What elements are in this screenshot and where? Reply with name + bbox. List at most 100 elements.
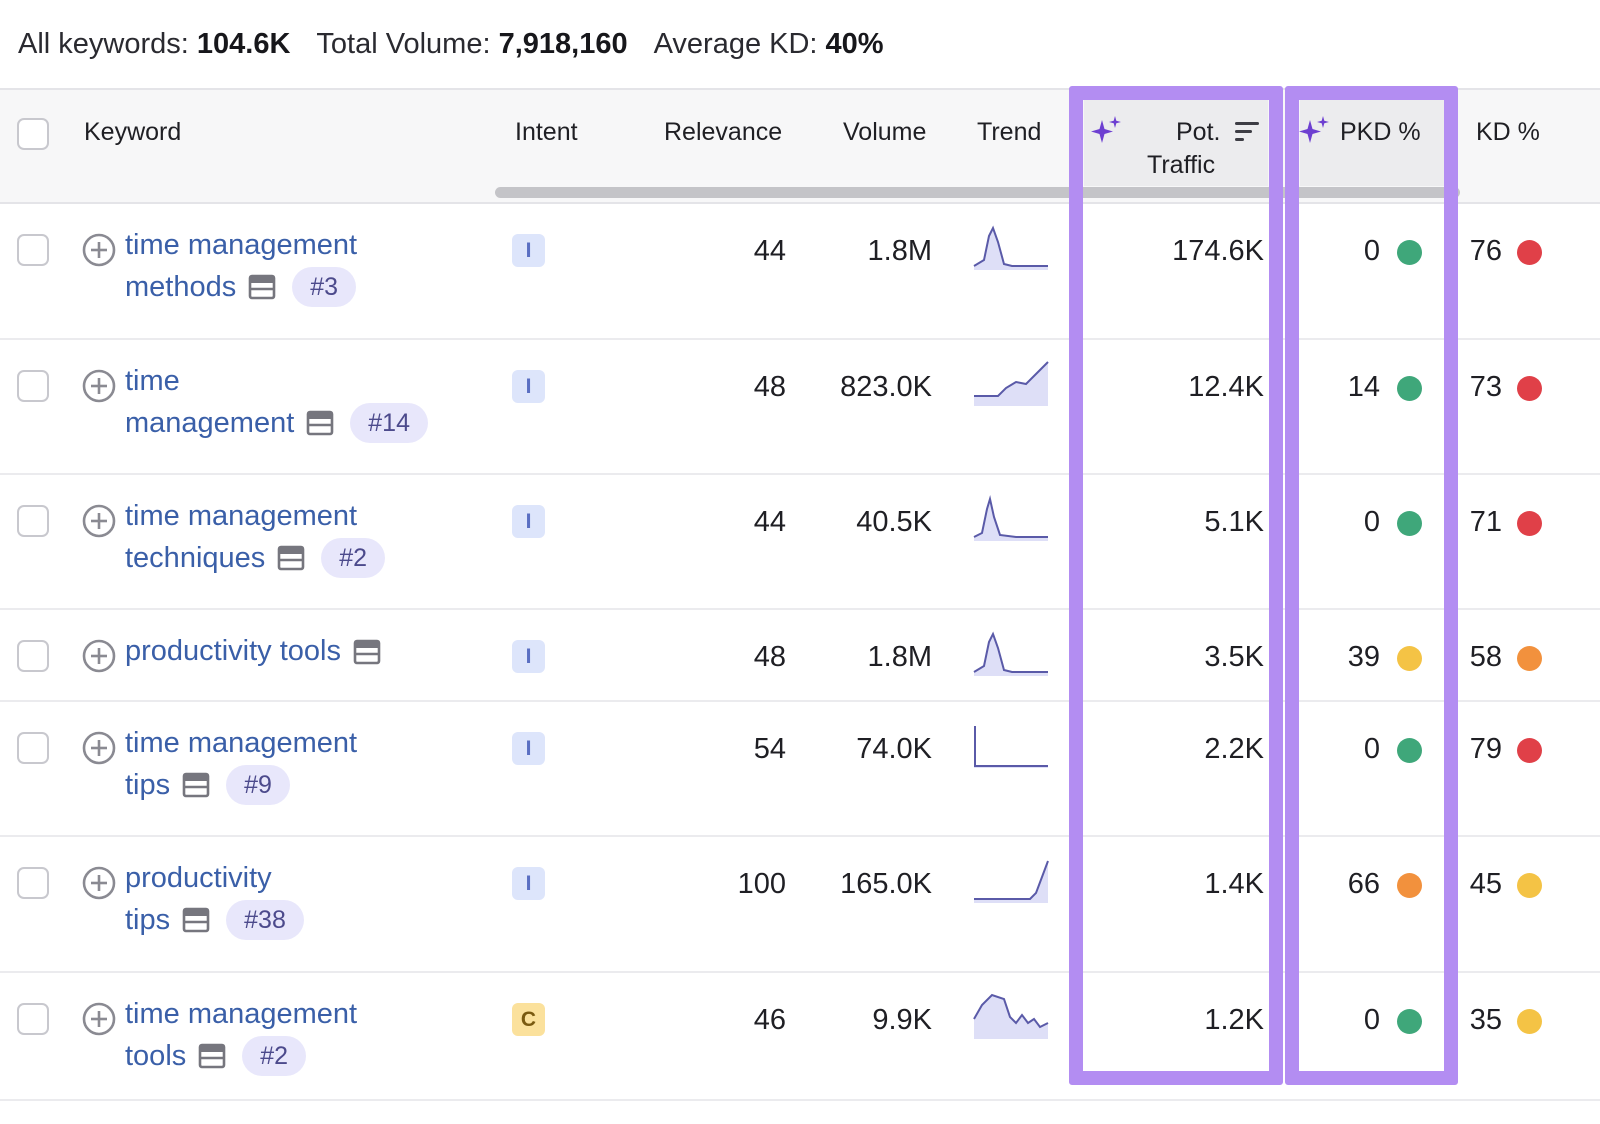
pkd-header-bg [1300,90,1444,186]
keyword-text[interactable]: time management [125,998,358,1030]
keyword-cell: time management tips #9 [125,722,357,806]
keyword-text[interactable]: time management [125,727,358,759]
intent-badge: I [512,732,545,765]
position-badge: #2 [321,538,386,578]
keyword-text-continued[interactable]: methods [125,271,237,303]
keyword-cell: time management techniques #2 [125,495,386,579]
kd-column-header[interactable]: KD % [1476,118,1540,146]
serp-features-icon[interactable] [182,907,210,933]
intent-badge: I [512,234,545,267]
pkd-highlight-box [1285,86,1458,1085]
select-all-checkbox[interactable] [17,118,49,150]
pkd-column-header[interactable]: PKD % [1340,118,1421,146]
summary-bar: All keywords: 104.6K Total Volume: 7,918… [18,24,910,64]
average-kd-summary: Average KD: 40% [654,28,884,61]
total-volume-summary: Total Volume: 7,918,160 [316,28,627,61]
keyword-text[interactable]: productivity tools [125,635,341,667]
row-checkbox[interactable] [17,640,49,672]
serp-features-icon[interactable] [248,274,276,300]
serp-features-icon[interactable] [198,1043,226,1069]
all-keywords-value: 104.6K [196,27,291,60]
add-keyword-icon[interactable] [82,866,116,900]
keyword-text[interactable]: time management [125,229,358,261]
pot-traffic-value: 5.1K [1204,506,1264,538]
keyword-link[interactable]: time management tools #2 [125,998,358,1076]
row-checkbox[interactable] [17,370,49,402]
serp-features-icon[interactable] [306,410,334,436]
row-checkbox[interactable] [17,234,49,266]
volume-value: 40.5K [856,506,932,538]
pkd-status-dot [1397,511,1422,536]
pkd-value: 39 [1347,641,1380,673]
add-keyword-icon[interactable] [82,504,116,538]
all-keywords-summary: All keywords: 104.6K [18,28,290,61]
table-row: time management tips #9 I 54 74.0K 2.2K 0 79 [0,702,1600,837]
all-keywords-label: All keywords: [18,27,189,60]
sparkle-icon [1299,116,1329,143]
volume-value: 1.8M [867,235,932,267]
keyword-text-continued[interactable]: techniques [125,542,266,574]
pkd-value: 0 [1363,235,1380,267]
pot-traffic-value: 2.2K [1204,733,1264,765]
keyword-text-continued[interactable]: tips [125,769,171,801]
keyword-link[interactable]: time management techniques #2 [125,500,386,578]
pot-traffic-header-line1[interactable]: Pot. [1176,118,1221,146]
add-keyword-icon[interactable] [82,1002,116,1036]
pot-traffic-header-line2[interactable]: Traffic [1147,151,1216,179]
kd-status-dot [1517,738,1542,763]
row-checkbox[interactable] [17,1003,49,1035]
pot-traffic-highlight-box [1069,86,1283,1085]
sort-descending-icon[interactable] [1234,120,1260,144]
keyword-link[interactable]: time management #14 [125,365,428,443]
volume-value: 74.0K [856,733,932,765]
position-badge: #38 [226,900,304,940]
keyword-link[interactable]: productivity tips #38 [125,862,304,940]
serp-features-icon[interactable] [353,639,381,665]
keyword-text-continued[interactable]: management [125,407,295,439]
relevance-value: 54 [753,733,786,765]
relevance-value: 48 [753,641,786,673]
pot-traffic-value: 1.4K [1204,868,1264,900]
add-keyword-icon[interactable] [82,731,116,765]
intent-badge: C [512,1003,545,1036]
add-keyword-icon[interactable] [82,233,116,267]
trend-column-header[interactable]: Trend [977,118,1042,146]
pot-traffic-value: 174.6K [1172,235,1264,267]
keyword-text[interactable]: productivity [125,862,272,894]
intent-column-header[interactable]: Intent [515,118,578,146]
volume-column-header[interactable]: Volume [843,118,927,146]
volume-value: 165.0K [840,868,932,900]
relevance-value: 48 [753,371,786,403]
keyword-text-continued[interactable]: tips [125,904,171,936]
pkd-status-dot [1397,646,1422,671]
intent-badge: I [512,640,545,673]
keyword-column-header[interactable]: Keyword [84,118,182,146]
keyword-text[interactable]: time management [125,500,358,532]
relevance-value: 46 [753,1004,786,1036]
total-volume-label: Total Volume: [316,27,491,60]
keyword-cell: time management #14 [125,360,428,444]
pkd-status-dot [1397,240,1422,265]
trend-sparkline [974,860,1049,903]
serp-features-icon[interactable] [182,772,210,798]
keyword-link[interactable]: time management tips #9 [125,727,358,805]
serp-features-icon[interactable] [277,545,305,571]
volume-value: 9.9K [872,1004,932,1036]
keyword-link[interactable]: time management methods #3 [125,229,358,307]
relevance-column-header[interactable]: Relevance [664,118,783,146]
keyword-text-continued[interactable]: tools [125,1040,187,1072]
keyword-text[interactable]: time [125,365,180,397]
horizontal-scrollbar[interactable] [495,187,1460,198]
trend-sparkline [973,631,1048,676]
keyword-link[interactable]: productivity tools [125,635,381,667]
pkd-status-dot [1397,376,1422,401]
row-checkbox[interactable] [17,732,49,764]
kd-value: 79 [1469,733,1502,765]
keyword-cell: time management methods #3 [125,224,357,308]
position-badge: #14 [350,403,428,443]
add-keyword-icon[interactable] [82,639,116,673]
add-keyword-icon[interactable] [82,369,116,403]
table-row: time management tools #2 C 46 9.9K 1.2K 0 35 [0,973,1600,1101]
row-checkbox[interactable] [17,505,49,537]
row-checkbox[interactable] [17,867,49,899]
